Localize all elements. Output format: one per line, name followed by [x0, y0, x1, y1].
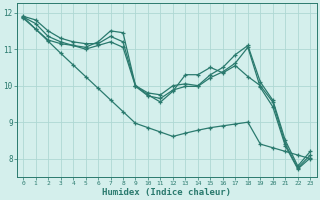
X-axis label: Humidex (Indice chaleur): Humidex (Indice chaleur): [102, 188, 231, 197]
